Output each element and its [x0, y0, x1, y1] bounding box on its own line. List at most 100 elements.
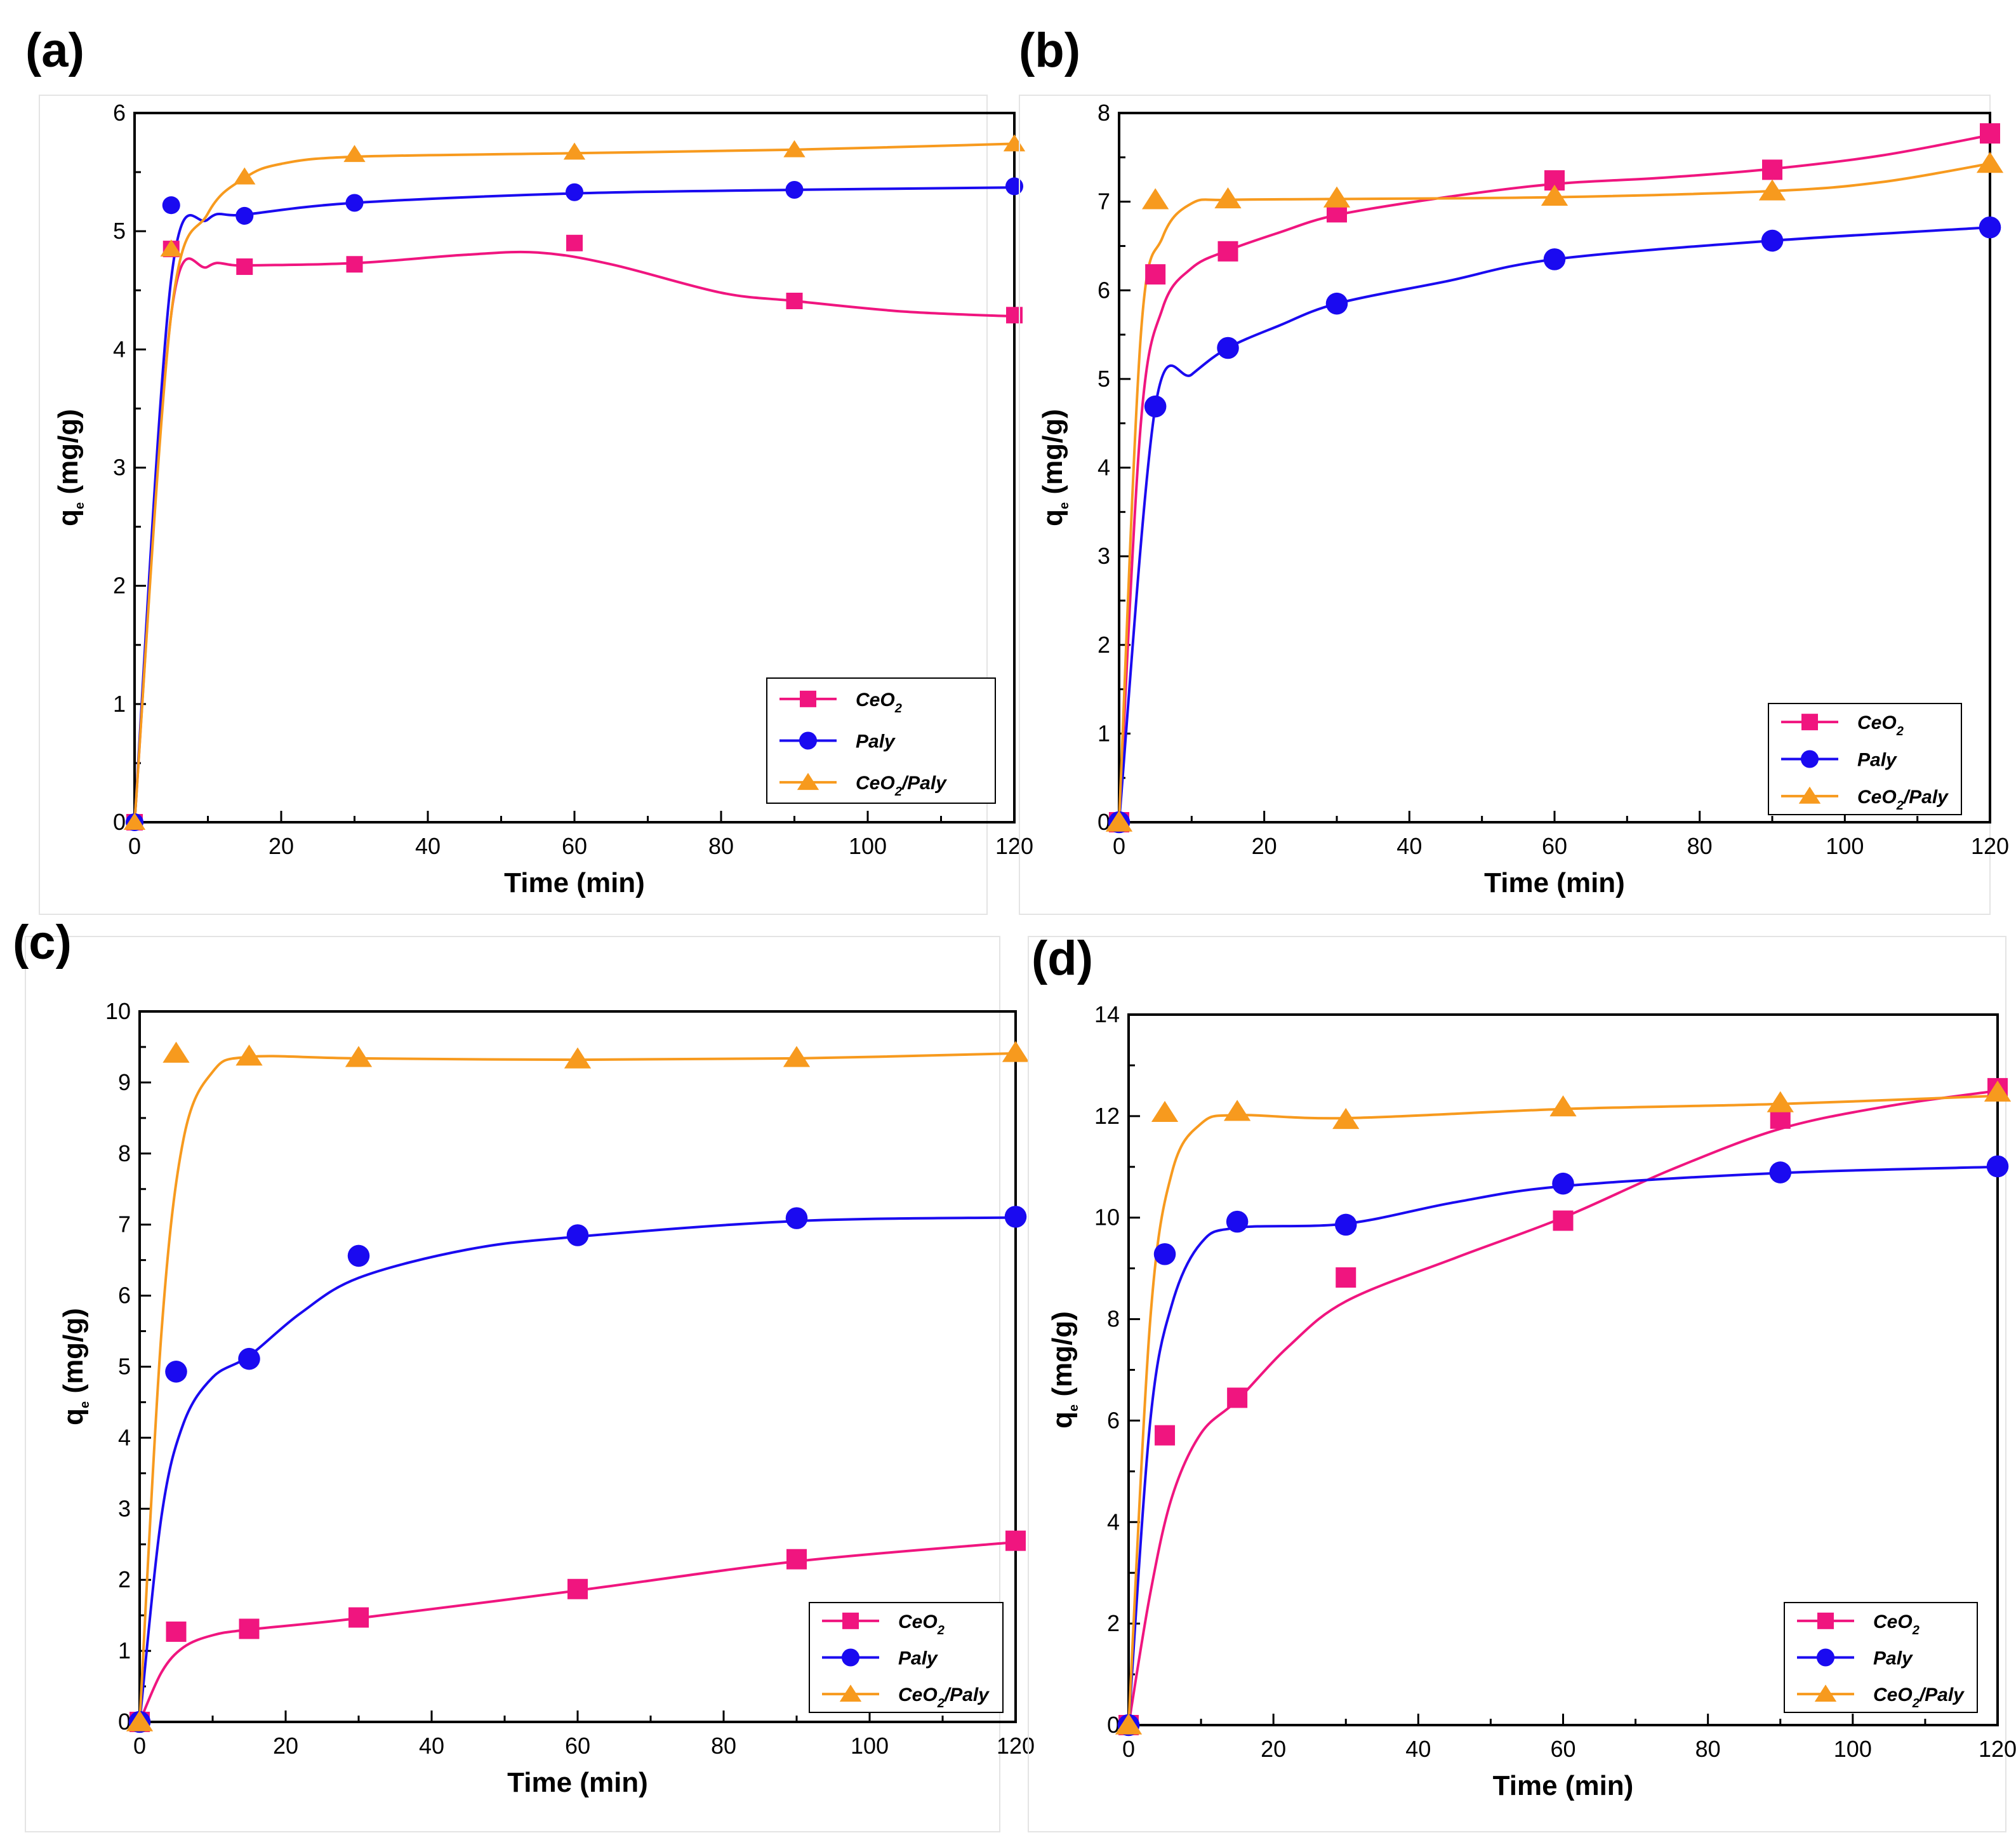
- legend-label: CeO2: [1857, 712, 1904, 738]
- x-tick-label: 0: [1122, 1736, 1135, 1762]
- x-tick-label: 100: [1834, 1736, 1872, 1762]
- y-tick-label: 4: [1098, 455, 1110, 481]
- y-tick-label: 1: [1098, 720, 1110, 746]
- fit-line-CeO2-Paly: [1118, 162, 1991, 823]
- data-point-CeO2: [346, 256, 363, 273]
- legend-label: CeO2/Paly: [1857, 787, 1949, 813]
- legend-marker-CeO2: [1817, 1612, 1834, 1629]
- data-point-CeO2: [1006, 307, 1023, 324]
- x-tick-label: 60: [1542, 833, 1567, 859]
- y-tick-label: 4: [118, 1424, 131, 1450]
- panel-a: (a) 0 20 40 60 80 100 120 0 1 2 3 4 5 6 Time (min) qe (m…: [25, 23, 1033, 915]
- data-point-CeO2: [239, 1618, 260, 1639]
- legend-marker-Paly: [1816, 1648, 1835, 1667]
- data-point-CeO2: [236, 258, 253, 276]
- legend-marker-CeO2-Paly: [1814, 1684, 1837, 1702]
- x-tick-label: 100: [851, 1733, 889, 1759]
- y-tick-label: 6: [1098, 277, 1110, 303]
- x-tick-label: 0: [133, 1733, 146, 1759]
- data-point-CeO2: [566, 234, 583, 251]
- legend-label: Paly: [856, 731, 896, 752]
- fit-line-Paly: [1118, 226, 1991, 823]
- x-axis-title: Time (min): [1484, 867, 1625, 898]
- y-tick-label: 8: [118, 1140, 131, 1166]
- y-tick-label: 14: [1094, 1001, 1120, 1027]
- y-tick-label: 6: [1107, 1407, 1120, 1433]
- legend-label: CeO2: [1873, 1611, 1920, 1637]
- x-axis-title: Time (min): [1493, 1770, 1634, 1801]
- legend: CeO2 Paly CeO2/Paly: [809, 1602, 1004, 1713]
- y-axis-title: qe (mg/g): [1047, 1311, 1081, 1429]
- legend-label: CeO2/Paly: [856, 773, 947, 799]
- x-tick-label: 120: [997, 1733, 1035, 1759]
- y-tick-label: 12: [1094, 1103, 1120, 1129]
- data-point-CeO2-Paly: [1758, 179, 1786, 201]
- data-point-CeO2-Paly: [162, 1041, 190, 1063]
- data-point-CeO2: [166, 1621, 187, 1642]
- data-point-CeO2: [1553, 1210, 1574, 1231]
- y-tick-label: 7: [118, 1211, 131, 1237]
- data-point-Paly: [1226, 1210, 1249, 1233]
- legend: CeO2 Paly CeO2/Paly: [766, 677, 996, 804]
- data-point-CeO2-Paly: [343, 145, 366, 163]
- x-axis-title: Time (min): [507, 1767, 648, 1798]
- x-tick-label: 40: [1396, 833, 1422, 859]
- fit-line-Paly: [133, 186, 1015, 823]
- data-point-CeO2-Paly: [1115, 1713, 1143, 1735]
- fit-line-CeO2: [1127, 1089, 1998, 1726]
- data-point-CeO2: [786, 1549, 807, 1570]
- data-point-Paly: [785, 180, 804, 199]
- legend-label: Paly: [1873, 1648, 1913, 1669]
- legend-label: Paly: [1857, 750, 1897, 771]
- data-point-Paly: [162, 196, 180, 215]
- fit-line-CeO2-Paly: [138, 1052, 1016, 1723]
- data-point-Paly: [1769, 1161, 1792, 1184]
- x-tick-label: 40: [415, 833, 441, 859]
- data-point-CeO2-Paly: [160, 239, 182, 257]
- x-tick-label: 20: [1252, 833, 1277, 859]
- x-tick-label: 80: [708, 833, 734, 859]
- data-point-Paly: [345, 194, 364, 212]
- data-point-Paly: [238, 1347, 260, 1370]
- data-point-CeO2: [1155, 1425, 1176, 1446]
- x-tick-label: 60: [565, 1733, 590, 1759]
- data-point-CeO2-Paly: [1984, 1080, 2012, 1102]
- x-axis-title: Time (min): [504, 867, 645, 898]
- y-tick-label: 8: [1107, 1306, 1120, 1332]
- y-tick-label: 5: [1098, 366, 1110, 392]
- legend-marker-Paly: [799, 731, 818, 750]
- data-point-Paly: [566, 1224, 589, 1246]
- data-point-CeO2-Paly: [1323, 186, 1351, 208]
- y-tick-label: 7: [1098, 189, 1110, 215]
- y-tick-label: 3: [113, 455, 126, 481]
- y-tick-label: 2: [1098, 632, 1110, 658]
- data-point-CeO2-Paly: [123, 813, 146, 830]
- x-tick-label: 80: [1695, 1736, 1721, 1762]
- legend-marker-CeO2-Paly: [1798, 786, 1821, 804]
- x-tick-label: 120: [1971, 833, 2009, 859]
- data-point-Paly: [165, 1361, 187, 1383]
- legend: CeO2 Paly CeO2/Paly: [1784, 1602, 1978, 1713]
- x-tick-label: 0: [128, 833, 141, 859]
- y-tick-label: 2: [118, 1566, 131, 1592]
- x-tick-label: 20: [269, 833, 294, 859]
- y-tick-label: 3: [118, 1495, 131, 1521]
- data-point-Paly: [1986, 1155, 2009, 1178]
- x-tick-label: 20: [1261, 1736, 1286, 1762]
- y-tick-label: 6: [113, 100, 126, 126]
- legend-label: CeO2/Paly: [898, 1684, 990, 1710]
- data-point-Paly: [1004, 1206, 1027, 1228]
- panel-label: (b): [1019, 23, 1080, 77]
- data-point-CeO2-Paly: [1105, 810, 1133, 832]
- y-tick-label: 1: [118, 1637, 131, 1664]
- legend-marker-CeO2-Paly: [797, 773, 819, 790]
- fit-line-Paly: [138, 1216, 1016, 1723]
- legend-label: CeO2: [898, 1611, 945, 1637]
- x-tick-label: 40: [419, 1733, 444, 1759]
- data-point-CeO2-Paly: [235, 1044, 263, 1066]
- y-tick-label: 4: [113, 336, 126, 362]
- y-tick-label: 5: [118, 1354, 131, 1380]
- data-point-Paly: [1979, 216, 2001, 239]
- y-tick-label: 5: [113, 218, 126, 244]
- data-point-CeO2-Paly: [783, 1046, 811, 1067]
